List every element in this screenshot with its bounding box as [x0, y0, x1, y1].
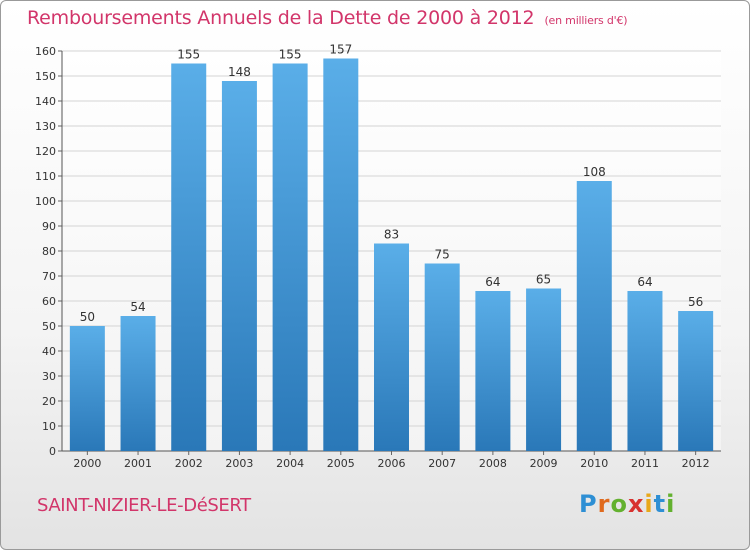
- x-tick-label: 2008: [479, 457, 507, 470]
- bar: [323, 58, 359, 451]
- x-tick-label: 2012: [682, 457, 710, 470]
- y-tick-label: 30: [42, 370, 56, 383]
- logo-letter: i: [666, 490, 676, 518]
- data-label: 65: [536, 273, 551, 287]
- data-label: 75: [435, 248, 450, 262]
- y-tick-label: 100: [35, 195, 56, 208]
- x-tick-label: 2002: [175, 457, 203, 470]
- y-tick-label: 150: [35, 70, 56, 83]
- logo-letter: x: [627, 490, 645, 518]
- plot-area: 0 10 20 30 40 50 60 70 80 90 100 110 120 130 140 150 160…: [35, 43, 721, 470]
- x-tick-label: 2000: [73, 457, 101, 470]
- bar: [221, 81, 257, 451]
- y-tick-label: 160: [35, 45, 56, 58]
- bar: [424, 263, 460, 451]
- bar: [272, 63, 308, 451]
- y-tick-label: 70: [42, 270, 56, 283]
- data-label: 83: [384, 228, 399, 242]
- bar: [678, 311, 714, 451]
- bar: [120, 316, 156, 451]
- x-tick-label: 2009: [530, 457, 558, 470]
- data-label: 155: [177, 48, 200, 62]
- x-tick-label: 2010: [580, 457, 608, 470]
- y-tick-label: 80: [42, 245, 56, 258]
- bar: [526, 288, 562, 451]
- chart-subtitle: (en milliers d'€): [544, 14, 628, 27]
- bar: [576, 181, 612, 451]
- data-label: 64: [485, 275, 500, 289]
- y-tick-label: 50: [42, 320, 56, 333]
- data-label: 108: [583, 165, 606, 179]
- chart-title: Remboursements Annuels de la Dette de 20…: [27, 7, 628, 29]
- x-tick-label: 2001: [124, 457, 152, 470]
- x-tick-label: 2007: [428, 457, 456, 470]
- commune-name: SAINT-NIZIER-LE-DéSERT: [37, 495, 251, 516]
- y-tick-label: 130: [35, 120, 56, 133]
- x-tick-label: 2004: [276, 457, 304, 470]
- bar: [69, 326, 105, 451]
- logo-letter: P: [579, 490, 598, 518]
- logo-letter: r: [597, 490, 611, 518]
- y-tick-label: 40: [42, 345, 56, 358]
- y-tick-label: 120: [35, 145, 56, 158]
- bar: [171, 63, 207, 451]
- proxiti-logo: Proxiti: [579, 490, 675, 518]
- y-tick-label: 0: [49, 445, 56, 458]
- bar: [627, 291, 663, 451]
- x-tick-label: 2005: [327, 457, 355, 470]
- data-label: 157: [329, 43, 352, 57]
- x-tick-label: 2006: [378, 457, 406, 470]
- y-tick-label: 140: [35, 95, 56, 108]
- x-tick-label: 2011: [631, 457, 659, 470]
- logo-letter: o: [610, 490, 628, 518]
- data-label: 148: [228, 65, 251, 79]
- y-tick-label: 110: [35, 170, 56, 183]
- logo-letter: i: [644, 490, 654, 518]
- data-label: 54: [130, 300, 145, 314]
- y-tick-label: 10: [42, 420, 56, 433]
- data-label: 155: [279, 48, 302, 62]
- y-tick-label: 90: [42, 220, 56, 233]
- bar: [475, 291, 511, 451]
- y-tick-label: 20: [42, 395, 56, 408]
- y-tick-label: 60: [42, 295, 56, 308]
- title-text: Remboursements Annuels de la Dette de 20…: [27, 7, 535, 29]
- bar: [374, 243, 409, 451]
- data-label: 64: [637, 275, 652, 289]
- logo-letter: t: [653, 490, 667, 518]
- x-tick-label: 2003: [225, 457, 253, 470]
- data-label: 56: [688, 295, 703, 309]
- data-label: 50: [80, 310, 95, 324]
